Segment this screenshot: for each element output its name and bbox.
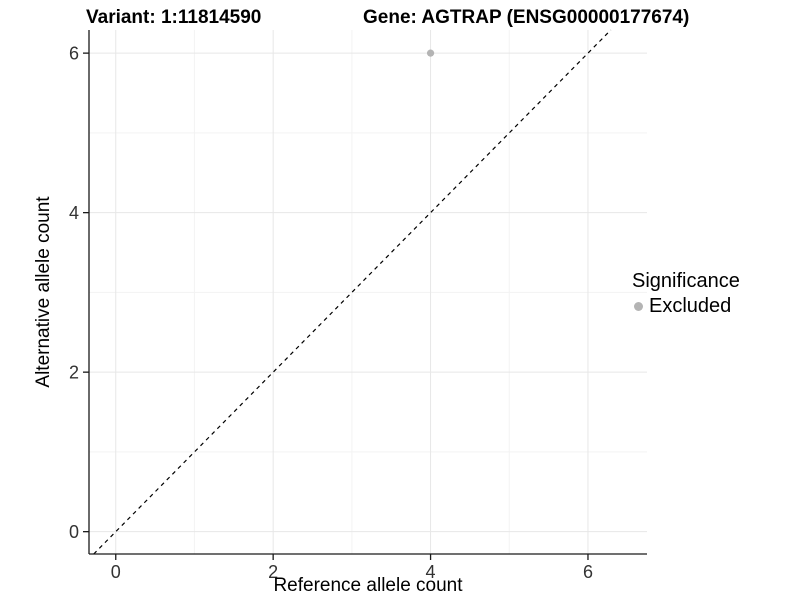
legend: Significance Excluded bbox=[632, 270, 740, 318]
variant-title: Variant: 1:11814590 bbox=[86, 7, 262, 28]
legend-item-excluded: Excluded bbox=[632, 295, 740, 318]
x-tick-label: 4 bbox=[426, 562, 436, 582]
x-tick-label: 0 bbox=[111, 562, 121, 582]
y-tick-label: 4 bbox=[69, 203, 79, 223]
gene-title: Gene: AGTRAP (ENSG00000177674) bbox=[363, 7, 690, 28]
legend-item-label: Excluded bbox=[649, 295, 732, 317]
data-point bbox=[426, 49, 435, 57]
identity-line bbox=[93, 29, 612, 555]
y-axis-title: Alternative allele count bbox=[33, 196, 54, 388]
legend-point-swatch bbox=[634, 302, 643, 311]
y-tick-label: 2 bbox=[69, 363, 79, 383]
y-tick-label: 0 bbox=[69, 522, 79, 542]
x-tick-label: 6 bbox=[583, 562, 593, 582]
y-tick-label: 6 bbox=[69, 44, 79, 64]
x-axis-title: Reference allele count bbox=[273, 575, 463, 596]
legend-title: Significance bbox=[632, 270, 740, 292]
x-tick-label: 2 bbox=[268, 562, 278, 582]
